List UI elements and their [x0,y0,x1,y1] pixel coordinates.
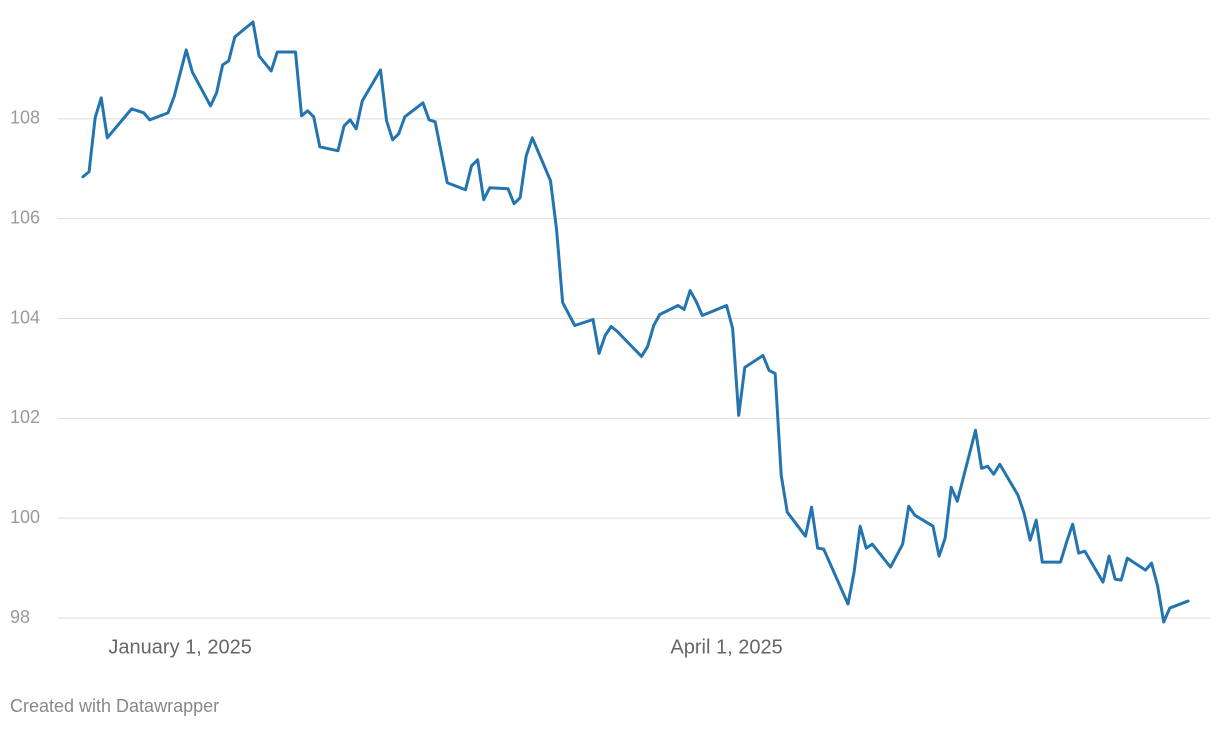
y-tick-label: 106 [10,207,40,227]
line [81,20,1190,624]
y-tick-label: 100 [10,507,40,527]
y-tick-label: 98 [10,607,30,627]
y-tick-label: 104 [10,307,40,327]
x-tick-label: April 1, 2025 [670,636,782,658]
footer: Created with Datawrapper [10,696,219,716]
y-tick-label: 102 [10,407,40,427]
y-tick-label: 108 [10,108,40,128]
x-tick-label: January 1, 2025 [108,636,251,658]
